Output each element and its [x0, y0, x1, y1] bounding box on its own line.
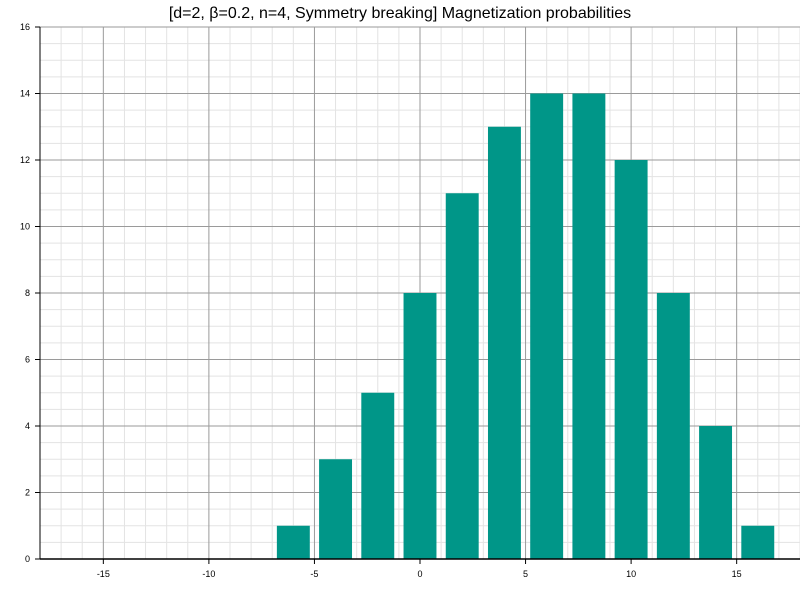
y-tick-label: 6	[25, 355, 30, 365]
axes	[35, 26, 800, 564]
bar	[699, 426, 733, 559]
x-tick-label: 10	[626, 569, 636, 579]
x-tick-label: -5	[310, 569, 318, 579]
bar	[614, 160, 648, 559]
x-tick-label: 15	[732, 569, 742, 579]
tick-labels: -15 -10 -5 0 5 10 15 0 2 4 6 8 10 12 14 16	[20, 22, 742, 579]
x-tick-label: -10	[202, 569, 215, 579]
bars	[276, 93, 775, 559]
bar	[530, 93, 564, 559]
bar	[487, 126, 521, 559]
bar	[572, 93, 606, 559]
y-tick-label: 8	[25, 288, 30, 298]
y-tick-label: 2	[25, 488, 30, 498]
bar	[741, 525, 775, 559]
chart-title: [d=2, β=0.2, n=4, Symmetry breaking] Mag…	[169, 5, 631, 22]
y-tick-label: 14	[20, 89, 30, 99]
bar	[656, 293, 690, 559]
y-tick-label: 0	[25, 554, 30, 564]
bar	[445, 193, 479, 559]
x-tick-label: 5	[523, 569, 528, 579]
bar	[361, 392, 395, 559]
x-tick-label: 0	[417, 569, 422, 579]
y-tick-label: 12	[20, 155, 30, 165]
y-tick-label: 16	[20, 22, 30, 32]
y-tick-label: 4	[25, 421, 30, 431]
bar	[319, 459, 353, 559]
bar	[276, 525, 310, 559]
y-tick-label: 10	[20, 222, 30, 232]
bar	[403, 293, 437, 559]
x-tick-label: -15	[97, 569, 110, 579]
